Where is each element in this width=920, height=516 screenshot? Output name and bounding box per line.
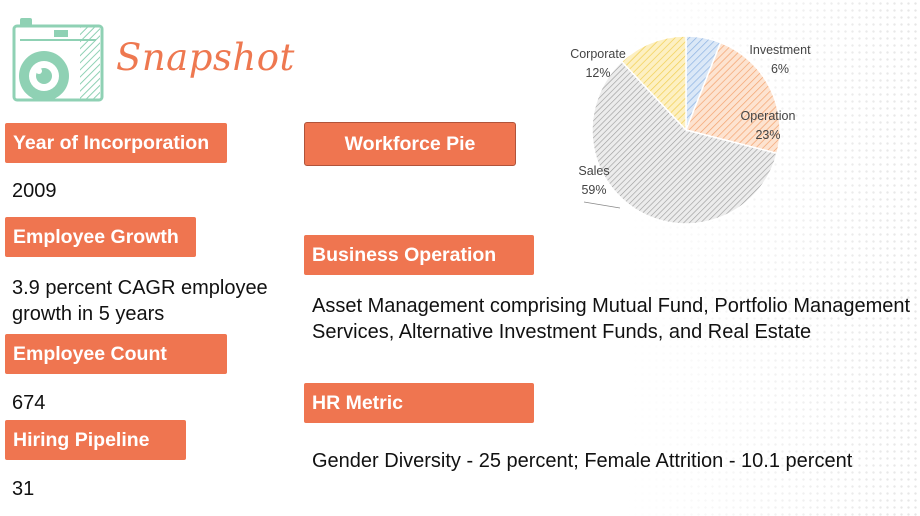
pie-slice-sales	[591, 60, 778, 225]
pie-label-corporate-value: 12%	[585, 66, 610, 80]
employee-growth-label: Employee Growth	[5, 217, 196, 257]
pie-label-operation-value: 23%	[755, 128, 780, 142]
pie-slice-operation	[684, 41, 781, 155]
pie-label-investment-name: Investment	[749, 43, 811, 57]
workforce-pie-chart: Investment 6% Operation 23% Sales 59% Corporat…	[570, 35, 811, 225]
pie-label-sales-name: Sales	[578, 164, 609, 178]
employee-count-label: Employee Count	[5, 334, 227, 374]
business-operation-label: Business Operation	[304, 235, 534, 275]
workforce-pie-button[interactable]: Workforce Pie	[304, 122, 516, 166]
hr-metric-value: Gender Diversity - 25 percent; Female At…	[312, 450, 853, 472]
pie-label-corporate-name: Corporate	[570, 47, 626, 61]
business-operation-value: Asset Management comprising Mutual Fund,…	[312, 295, 911, 343]
year-of-incorporation-value: 2009	[12, 180, 57, 202]
camera-icon	[12, 18, 104, 102]
pie-slice-corporate	[620, 35, 687, 132]
page-title: Snapshot	[116, 36, 295, 79]
pie-label-sales-value: 59%	[581, 183, 606, 197]
hiring-pipeline-label: Hiring Pipeline	[5, 420, 186, 460]
hiring-pipeline-value: 31	[12, 478, 35, 500]
employee-count-value: 674	[12, 392, 46, 414]
year-of-incorporation-label: Year of Incorporation	[5, 123, 227, 163]
pie-label-operation-name: Operation	[741, 109, 796, 123]
pie-label-investment-value: 6%	[771, 62, 789, 76]
employee-growth-value: 3.9 percent CAGR employee growth in 5 ye…	[12, 277, 268, 325]
hr-metric-label: HR Metric	[304, 383, 534, 423]
